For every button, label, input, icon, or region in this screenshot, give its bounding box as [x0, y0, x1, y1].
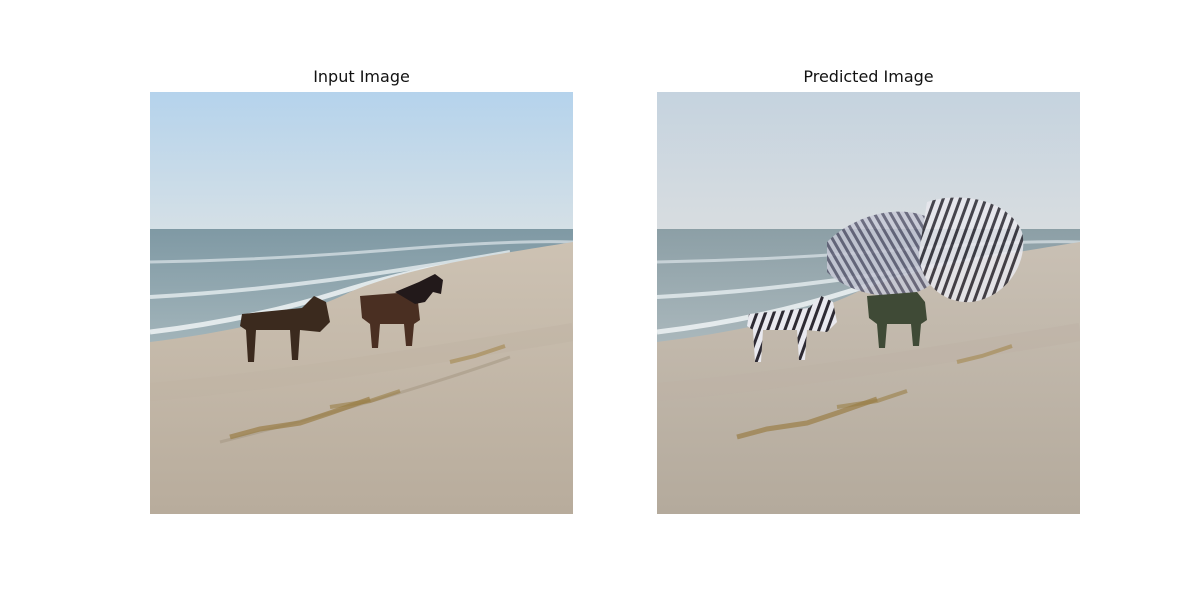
- predicted-image: [657, 92, 1080, 514]
- predicted-image-title: Predicted Image: [803, 67, 934, 86]
- input-image: [150, 92, 573, 514]
- predicted-panel: Predicted Image: [657, 62, 1080, 514]
- input-panel: Input Image: [150, 62, 573, 514]
- input-image-title: Input Image: [313, 67, 410, 86]
